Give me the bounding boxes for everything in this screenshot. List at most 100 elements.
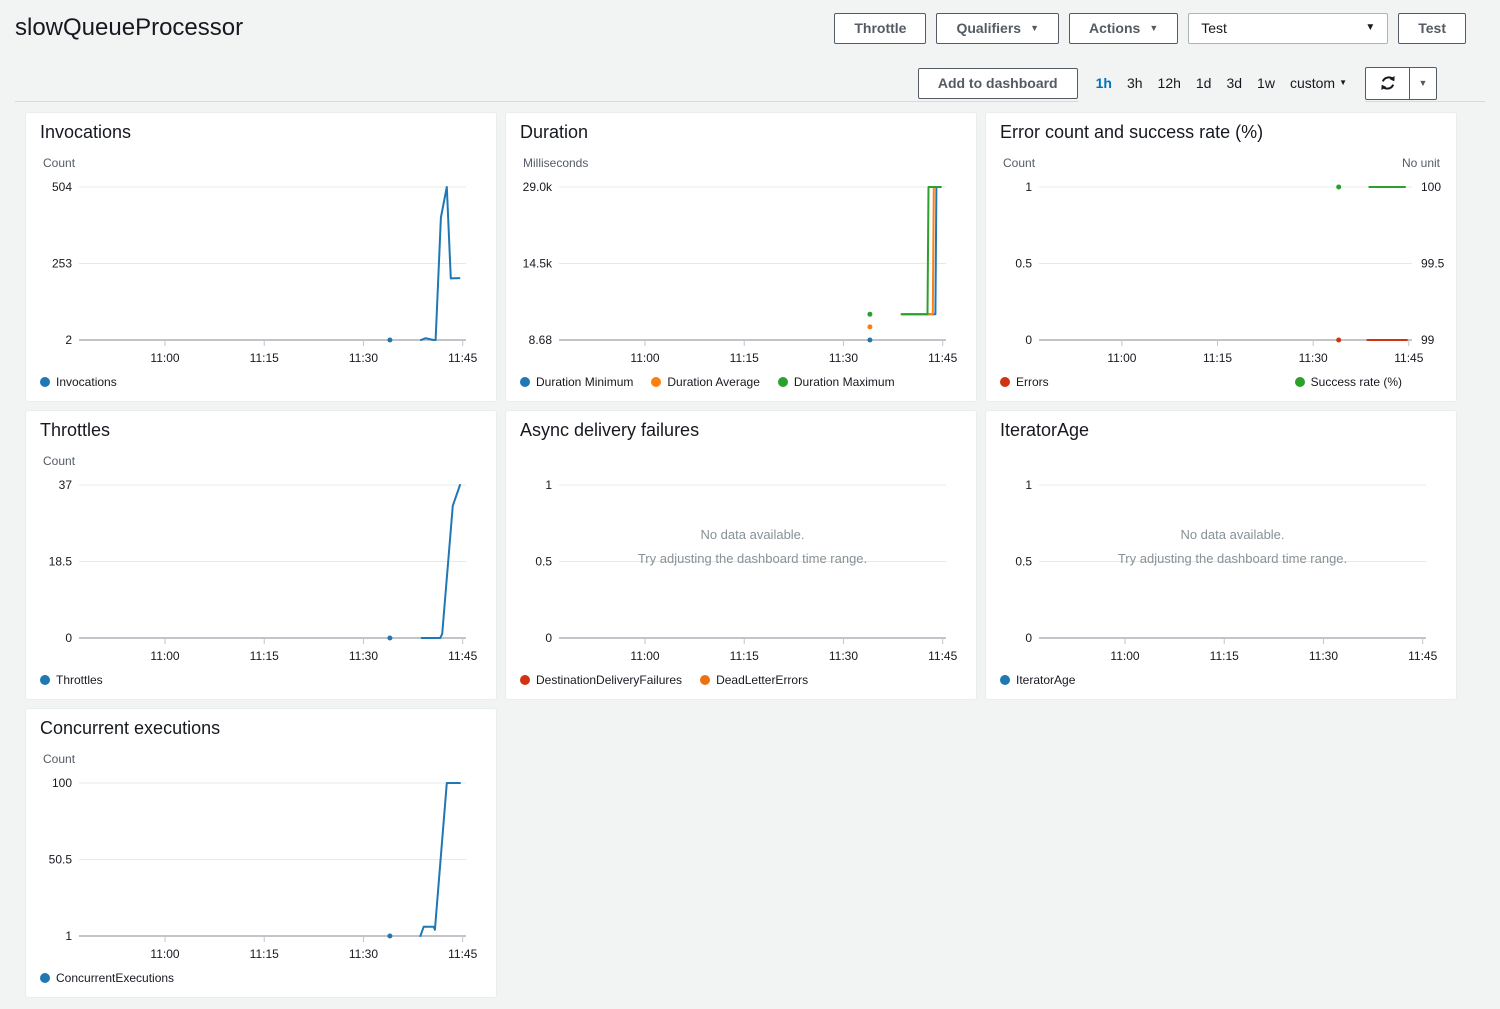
y-tick-label: 0	[545, 631, 552, 645]
chevron-down-icon: ▼	[1418, 77, 1428, 88]
time-range-selector: 1h 3h 12h 1d 3d 1w custom ▼	[1077, 64, 1365, 102]
legend-item-success-rate: Success rate (%)	[1294, 375, 1402, 389]
test-event-select[interactable]: Test ▼	[1188, 12, 1389, 44]
qualifiers-button-label: Qualifiers	[956, 20, 1022, 36]
chart-legend: DestinationDeliveryFailures DeadLetterErr…	[506, 673, 976, 687]
legend-marker-icon	[1000, 675, 1010, 685]
actions-button[interactable]: Actions ▼	[1068, 12, 1179, 44]
range-3d[interactable]: 3d	[1226, 75, 1243, 91]
series-line-duration-minimum	[900, 186, 942, 316]
x-tick-label: 11:00	[150, 649, 179, 663]
y-tick-label: 29.0k	[523, 180, 553, 194]
range-3h[interactable]: 3h	[1126, 75, 1143, 91]
monitoring-toolbar: Add to dashboard 1h 3h 12h 1d 3d 1w cust…	[0, 64, 1500, 102]
add-to-dashboard-label: Add to dashboard	[937, 75, 1058, 91]
no-data-message-line2: Try adjusting the dashboard time range.	[638, 551, 867, 566]
y-axis-left: 10.50	[1015, 180, 1032, 347]
chart-plot[interactable]: 11:00 11:15 11:30 11:45 100 50.5 1	[26, 769, 498, 969]
legend-marker-icon	[777, 377, 788, 387]
chart-title: Concurrent executions	[40, 718, 221, 738]
test-button[interactable]: Test	[1398, 12, 1466, 44]
refresh-split-button: ▼	[1365, 66, 1437, 100]
chart-plot[interactable]: 11:00 11:15 11:30 11:45 29.0k 14.5k 8.68	[506, 173, 978, 373]
range-1w[interactable]: 1w	[1257, 75, 1275, 91]
data-point-dot	[387, 933, 393, 939]
y-axis-left: 29.0k 14.5k 8.68	[523, 180, 553, 347]
y-tick-label: 99.5	[1421, 257, 1445, 271]
x-tick-label: 11:45	[1408, 649, 1437, 663]
legend-item-duration-maximum: Duration Maximum	[777, 375, 895, 389]
legend-label: DeadLetterErrors	[716, 673, 809, 687]
test-button-label: Test	[1418, 20, 1446, 36]
data-point-dot	[1336, 337, 1342, 343]
chart-plot[interactable]: 11:00 11:15 11:30 11:45 504 253 2	[26, 173, 498, 373]
data-point-dot	[387, 635, 393, 641]
series-line-duration-maximum	[900, 186, 942, 316]
legend-item-concurrentexecutions: ConcurrentExecutions	[40, 971, 174, 985]
qualifiers-button[interactable]: Qualifiers ▼	[936, 12, 1059, 44]
legend-marker-icon	[520, 675, 530, 685]
add-to-dashboard-button[interactable]: Add to dashboard	[917, 67, 1078, 99]
legend-marker-icon	[40, 377, 50, 387]
legend-item-iteratorage: IteratorAge	[1000, 673, 1075, 687]
legend-label: IteratorAge	[1016, 673, 1076, 687]
toolbar-divider	[15, 101, 1485, 102]
x-tick-label: 11:00	[630, 351, 659, 365]
x-tick-label: 11:30	[829, 649, 858, 663]
function-header: slowQueueProcessor Throttle Qualifiers ▼…	[0, 0, 1500, 48]
x-tick-label: 11:45	[448, 351, 477, 365]
data-point-dot	[867, 324, 873, 330]
throttle-button[interactable]: Throttle	[834, 12, 927, 44]
x-tick-label: 11:00	[1107, 351, 1136, 365]
axis-unit-right: No unit	[1401, 156, 1440, 170]
y-tick-label: 50.5	[49, 853, 73, 867]
y-axis-left: 37 18.5 0	[49, 478, 73, 645]
chevron-down-icon: ▼	[1339, 78, 1347, 87]
series-line-concurrentexecutions	[419, 782, 461, 937]
legend-marker-icon	[1294, 377, 1305, 387]
y-tick-label: 504	[52, 180, 72, 194]
y-tick-label: 0	[65, 631, 72, 645]
actions-button-label: Actions	[1088, 20, 1141, 36]
legend-label: DestinationDeliveryFailures	[536, 673, 683, 687]
range-12h[interactable]: 12h	[1157, 75, 1181, 91]
no-data-message-line2: Try adjusting the dashboard time range.	[1118, 551, 1347, 566]
y-tick-label: 0.5	[1015, 257, 1032, 271]
legend-label: Duration Minimum	[536, 375, 634, 389]
x-tick-label: 11:15	[1210, 649, 1239, 663]
chart-title: IteratorAge	[1000, 420, 1090, 440]
y-tick-label: 100	[1421, 180, 1441, 194]
range-1d[interactable]: 1d	[1195, 75, 1212, 91]
y-tick-label: 100	[52, 776, 72, 790]
x-tick-label: 11:00	[150, 351, 179, 365]
chart-title: Throttles	[40, 420, 111, 440]
range-1h[interactable]: 1h	[1095, 75, 1112, 91]
chart-title: Error count and success rate (%)	[1000, 122, 1264, 142]
legend-item-destinationdeliveryfailures: DestinationDeliveryFailures	[520, 673, 682, 687]
refresh-options-button[interactable]: ▼	[1410, 66, 1437, 100]
legend-marker-icon	[651, 377, 662, 387]
chart-plot[interactable]: 11:00 11:15 11:30 11:45 37 18.5 0	[26, 471, 498, 671]
chart-legend: IteratorAge	[986, 673, 1456, 687]
x-tick-label: 11:15	[730, 649, 759, 663]
refresh-button[interactable]	[1365, 66, 1410, 100]
legend-item-deadlettererrors: DeadLetterErrors	[700, 673, 808, 687]
x-tick-label: 11:15	[730, 351, 759, 365]
range-custom[interactable]: custom ▼	[1289, 75, 1347, 91]
x-tick-label: 11:30	[349, 649, 378, 663]
axis-unit-left: Milliseconds	[523, 156, 589, 170]
data-point-dot	[1336, 184, 1342, 190]
legend-label: Success rate (%)	[1310, 375, 1402, 389]
x-tick-label: 11:45	[928, 649, 957, 663]
x-tick-label: 11:30	[349, 351, 378, 365]
x-tick-label: 11:45	[1394, 351, 1423, 365]
legend-item-duration-minimum: Duration Minimum	[520, 375, 633, 389]
y-tick-label: 37	[59, 478, 73, 492]
chart-card-invocations: Invocations Count 11:00 11:15 11:30 11:45 504 2…	[25, 112, 497, 402]
legend-label: Throttles	[56, 673, 103, 687]
chart-legend: Duration Minimum Duration Average Duration…	[506, 375, 976, 389]
chart-legend: Errors Success rate (%)	[986, 375, 1456, 389]
